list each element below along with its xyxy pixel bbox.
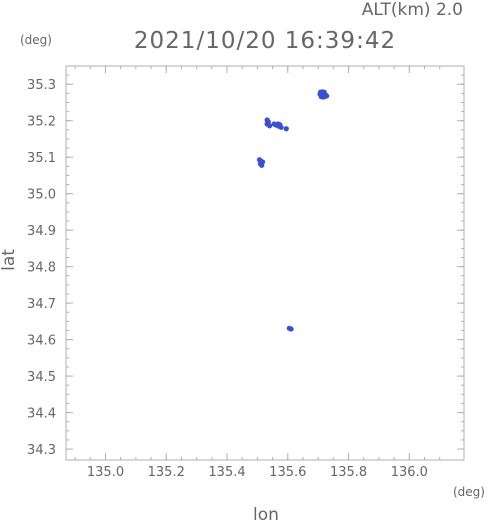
data-point — [266, 123, 273, 129]
y-tick-label: 34.3 — [27, 443, 56, 458]
y-tick-label: 34.4 — [27, 407, 56, 422]
x-tick-label: 135.8 — [330, 465, 367, 480]
y-tick-label: 34.9 — [27, 224, 56, 239]
data-points — [256, 89, 330, 332]
y-unit-label: (deg) — [20, 33, 52, 47]
y-tick-label: 34.6 — [27, 334, 56, 349]
data-point — [288, 326, 294, 332]
x-tick-label: 135.6 — [269, 465, 306, 480]
y-tick-label: 35.2 — [27, 115, 56, 130]
x-tick-label: 135.2 — [148, 465, 185, 480]
chart-title: 2021/10/20 16:39:42 — [134, 28, 396, 54]
axis-ticks: 135.0 135.2 135.4 135.6 135.8 136.0 34.3 34.4 34… — [27, 65, 464, 480]
chart-subtitle: ALT(km) 2.0 — [362, 0, 463, 20]
x-unit-label: (deg) — [453, 485, 485, 499]
x-tick-label: 135.4 — [208, 465, 245, 480]
y-tick-label: 34.7 — [27, 297, 56, 312]
x-axis-label: lon — [253, 505, 279, 521]
y-tick-label: 35.3 — [27, 78, 56, 93]
data-point — [278, 124, 284, 130]
x-tick-label: 135.0 — [87, 465, 124, 480]
data-point — [283, 126, 289, 132]
data-point — [259, 162, 265, 168]
y-tick-label: 35.0 — [27, 188, 56, 203]
data-point — [324, 93, 330, 99]
x-tick-label: 136.0 — [391, 465, 428, 480]
y-tick-label: 35.1 — [27, 151, 56, 166]
y-tick-label: 34.8 — [27, 261, 56, 276]
plot-frame — [65, 65, 465, 461]
y-axis-label: lat — [0, 249, 19, 271]
y-tick-label: 34.5 — [27, 370, 56, 385]
